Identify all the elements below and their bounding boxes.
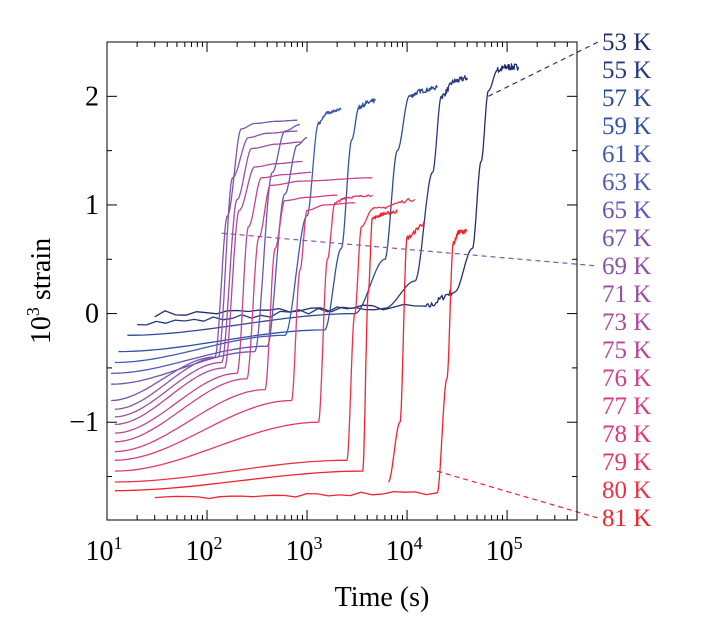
legend-label: 69 K [602, 253, 651, 280]
x-tick-labels: 101 102 103 104 105 [86, 533, 523, 567]
guide-line [488, 41, 599, 97]
legend-label: 71 K [602, 281, 651, 308]
x-tick-label-base: 10 [86, 536, 114, 567]
guide-line [437, 470, 599, 519]
legend-label: 65 K [602, 197, 651, 224]
x-tick-label-base: 10 [286, 536, 314, 567]
series-line [154, 63, 520, 318]
series-line [114, 194, 373, 472]
y-tick-label: 1 [85, 190, 99, 221]
series-line [114, 209, 398, 492]
legend-label: 53 K [602, 29, 651, 56]
x-tick-label: 105 [486, 533, 523, 567]
series-line [114, 177, 373, 443]
x-tick-label-exponent: 2 [214, 533, 223, 553]
legend-label: 63 K [602, 169, 651, 196]
x-tick-label-base: 10 [486, 536, 514, 567]
series-line [388, 220, 426, 483]
series-line [114, 197, 416, 483]
series-line [111, 119, 298, 402]
series-line [137, 75, 468, 326]
series-line [114, 171, 312, 434]
y-axis-label-rest: strain [26, 238, 57, 307]
series-line [114, 130, 298, 410]
series-lines [111, 63, 520, 500]
legend-label: 78 K [602, 421, 651, 448]
x-tick-label: 103 [286, 533, 323, 567]
y-axis-label-base: 10 [26, 316, 57, 344]
legend-label: 55 K [602, 57, 651, 84]
y-tick-labels: 2 1 0 −1 [69, 81, 99, 438]
x-tick-label-exponent: 1 [114, 533, 123, 553]
legend-label: 76 K [602, 365, 651, 392]
x-tick-label-base: 10 [386, 536, 414, 567]
legend-label: 61 K [602, 141, 651, 168]
legend-label: 59 K [602, 113, 651, 140]
x-tick-label-exponent: 3 [314, 533, 323, 553]
legend-label: 77 K [602, 393, 651, 420]
x-tick-label-exponent: 4 [414, 533, 423, 553]
series-line [114, 160, 303, 426]
legend-label: 81 K [602, 505, 651, 532]
legend-label: 73 K [602, 309, 651, 336]
y-axis-label-exponent: 3 [23, 307, 43, 316]
series-line [114, 141, 303, 418]
x-tick-label-base: 10 [186, 536, 214, 567]
series-line [111, 123, 301, 385]
x-tick-label: 102 [186, 533, 223, 567]
x-tick-label-exponent: 5 [514, 533, 523, 553]
legend-label: 67 K [602, 225, 651, 252]
y-tick-label: 0 [85, 299, 99, 330]
plot-frame [106, 41, 578, 521]
axis-ticks [106, 42, 578, 520]
x-tick-label: 104 [386, 533, 423, 567]
series-line [114, 194, 338, 453]
x-axis-label: Time (s) [335, 582, 430, 613]
x-tick-label: 101 [86, 533, 123, 567]
series-line [154, 228, 468, 500]
series-line [114, 107, 342, 364]
legend-labels: 53 K55 K57 K59 K61 K63 K65 K67 K69 K71 K… [602, 29, 651, 532]
guide-lines [221, 41, 599, 519]
y-axis-label: 103 strain [23, 238, 57, 344]
legend-label: 57 K [602, 85, 651, 112]
y-tick-label: −1 [69, 407, 99, 438]
series-line [118, 98, 376, 353]
y-tick-label: 2 [85, 81, 99, 112]
legend-label: 80 K [602, 477, 651, 504]
legend-label: 79 K [602, 449, 651, 476]
series-line [111, 136, 308, 374]
legend-label: 75 K [602, 337, 651, 364]
